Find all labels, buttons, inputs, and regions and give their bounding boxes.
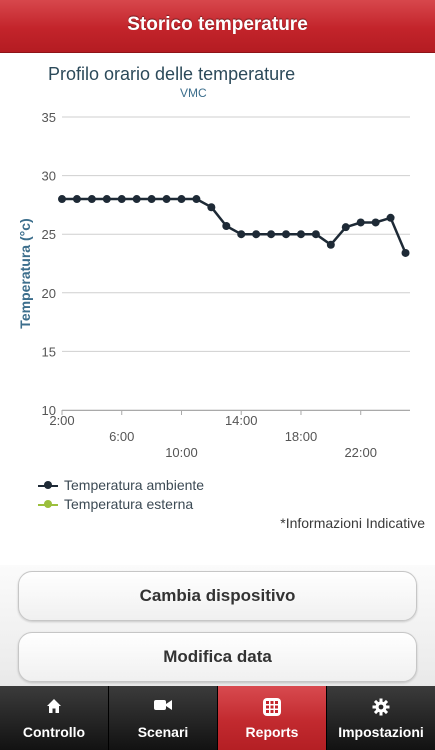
tab-controllo[interactable]: Controllo <box>0 686 109 750</box>
data-point <box>207 203 216 212</box>
tab-label-controllo: Controllo <box>22 724 86 740</box>
chart-title: Profilo orario delle temperature <box>48 64 296 84</box>
data-point <box>58 195 66 204</box>
change-date-button[interactable]: Modifica data <box>18 632 417 682</box>
data-point <box>237 230 246 239</box>
data-point <box>341 223 350 232</box>
data-point <box>147 195 156 204</box>
data-point <box>326 240 335 249</box>
x-tick-label: 6:00 <box>109 429 134 444</box>
data-point <box>192 195 201 204</box>
data-point <box>177 195 186 204</box>
chart-legend: Temperatura ambiente Temperatura esterna <box>38 476 204 514</box>
data-point <box>401 248 410 257</box>
legend-marker-ambient <box>44 481 52 489</box>
y-tick-label: 25 <box>42 227 56 242</box>
y-tick-label: 10 <box>42 403 56 418</box>
disclaimer-note: *Informazioni Indicative <box>280 515 425 531</box>
tab-reports[interactable]: Reports <box>218 686 327 750</box>
legend-label-ambient: Temperatura ambiente <box>64 477 205 493</box>
data-point <box>296 230 305 239</box>
data-point <box>267 230 276 239</box>
page-title: Storico temperature <box>127 14 308 35</box>
data-point <box>87 195 96 204</box>
y-tick-label: 30 <box>42 169 56 184</box>
tab-scenari[interactable]: Scenari <box>109 686 218 750</box>
series-line-ambient <box>62 197 407 254</box>
x-tick-label: 14:00 <box>225 413 258 428</box>
data-point <box>356 218 365 227</box>
data-point <box>162 195 171 204</box>
grid-icon <box>263 698 281 721</box>
y-axis-title: Temperatura (°c) <box>17 218 33 328</box>
tab-impostazioni[interactable]: Impostazioni <box>327 686 435 750</box>
data-point <box>371 218 380 227</box>
x-tick-label: 2:00 <box>49 413 74 428</box>
legend-label-external: Temperatura esterna <box>64 496 194 512</box>
x-tick-label: 22:00 <box>344 445 377 460</box>
action-area: Cambia dispositivo Modifica data <box>0 565 435 687</box>
x-tick-label: 18:00 <box>285 429 318 444</box>
x-tick-label: 10:00 <box>165 445 198 460</box>
app-header: Storico temperature <box>0 0 435 53</box>
data-point <box>102 195 111 204</box>
chart-subtitle: VMC <box>180 86 207 100</box>
data-point <box>311 230 320 239</box>
data-point <box>117 195 126 204</box>
y-tick-label: 20 <box>42 286 56 301</box>
home-icon <box>46 698 62 719</box>
tab-label-reports: Reports <box>245 724 299 740</box>
data-point <box>72 195 81 204</box>
legend-item-ambient[interactable]: Temperatura ambiente <box>38 476 204 495</box>
data-point <box>386 213 395 222</box>
data-point <box>282 230 291 239</box>
legend-marker-external <box>44 500 52 508</box>
y-tick-label: 35 <box>42 110 56 125</box>
tab-bar: Controllo Scenari Reports <box>0 686 435 750</box>
legend-item-external[interactable]: Temperatura esterna <box>38 495 204 514</box>
change-device-button[interactable]: Cambia dispositivo <box>18 571 417 621</box>
tab-label-impostazioni: Impostazioni <box>338 724 424 740</box>
y-tick-label: 15 <box>42 344 56 359</box>
tab-label-scenari: Scenari <box>137 724 189 740</box>
report-content <box>0 53 435 565</box>
data-point <box>252 230 261 239</box>
video-camera-icon <box>154 698 172 717</box>
data-point <box>132 195 141 204</box>
gear-icon <box>372 698 390 721</box>
data-point <box>222 221 231 230</box>
temperature-chart: 10 15 20 25 30 35 2:00 6:00 10:00 14:00 18:00 22:00… <box>17 110 410 460</box>
